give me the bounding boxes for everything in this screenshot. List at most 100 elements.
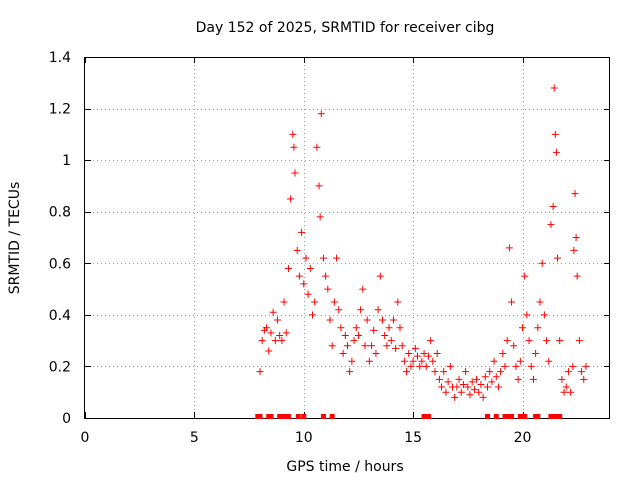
data-points <box>256 84 590 401</box>
data-point <box>304 290 312 298</box>
data-point <box>492 373 500 381</box>
data-point <box>424 352 432 360</box>
zero-value-point <box>301 414 307 419</box>
y-tick-label: 0.6 <box>49 256 71 272</box>
data-point <box>389 316 397 324</box>
data-point <box>540 311 548 319</box>
zero-value-point <box>295 414 301 419</box>
data-point <box>558 375 566 383</box>
zero-value-markers <box>255 414 563 419</box>
x-tick-label: 20 <box>514 430 532 446</box>
data-point <box>381 331 389 339</box>
data-point <box>523 311 531 319</box>
data-point <box>316 213 324 221</box>
data-point <box>315 182 323 190</box>
data-point <box>435 375 443 383</box>
data-point <box>357 306 365 314</box>
zero-value-point <box>268 414 274 419</box>
y-tick-label: 0.2 <box>49 359 71 375</box>
data-point <box>427 337 435 345</box>
data-point <box>499 350 507 358</box>
data-point <box>295 272 303 280</box>
data-point <box>575 337 583 345</box>
data-point <box>302 254 310 262</box>
y-axis-label: SRMTID / TECUs <box>7 182 23 295</box>
y-tick-label: 1.4 <box>49 50 71 66</box>
zero-value-point <box>522 414 528 419</box>
chart-title: Day 152 of 2025, SRMTID for receiver cib… <box>196 20 495 36</box>
data-point <box>551 130 559 138</box>
zero-value-point <box>557 414 563 419</box>
data-point <box>536 298 544 306</box>
data-point <box>359 285 367 293</box>
data-point <box>505 244 513 252</box>
data-point <box>455 375 463 383</box>
zero-value-point <box>425 414 431 419</box>
data-point <box>291 169 299 177</box>
data-point <box>289 130 297 138</box>
x-tick-label: 15 <box>404 430 422 446</box>
data-point <box>538 259 546 267</box>
data-point <box>372 350 380 358</box>
data-point <box>554 254 561 262</box>
data-point <box>488 378 496 386</box>
data-point <box>545 357 553 365</box>
data-point <box>400 357 408 365</box>
zero-value-point <box>257 414 263 419</box>
grid <box>85 57 610 418</box>
data-point <box>265 347 273 355</box>
data-point <box>573 272 581 280</box>
data-point <box>376 272 384 280</box>
data-point <box>580 375 588 383</box>
data-point <box>293 246 301 254</box>
x-axis-label: GPS time / hours <box>286 459 403 475</box>
data-point <box>287 195 295 203</box>
data-point <box>525 337 533 345</box>
data-point <box>354 331 362 339</box>
data-point <box>532 350 540 358</box>
data-point <box>280 298 288 306</box>
data-point <box>481 373 489 381</box>
zero-value-point <box>281 414 287 419</box>
data-point <box>385 324 393 332</box>
data-point <box>529 375 537 383</box>
data-point <box>473 375 481 383</box>
data-point <box>326 316 334 324</box>
data-point <box>462 368 470 376</box>
data-point <box>398 342 406 350</box>
zero-value-point <box>504 414 510 419</box>
data-point <box>572 234 580 241</box>
data-point <box>429 357 437 365</box>
data-point <box>512 362 520 370</box>
data-point <box>363 316 371 324</box>
data-point <box>394 298 402 306</box>
zero-value-point <box>509 414 515 419</box>
data-point <box>466 391 474 399</box>
data-point <box>407 362 415 370</box>
data-point <box>276 331 284 339</box>
data-point <box>477 380 485 388</box>
data-point <box>348 357 356 365</box>
data-point <box>352 324 360 332</box>
data-point <box>510 342 518 350</box>
data-point <box>290 143 298 151</box>
data-point <box>438 383 446 391</box>
data-point <box>416 362 424 370</box>
data-point <box>322 272 330 280</box>
y-tick-label: 1.2 <box>49 102 71 118</box>
data-point <box>484 383 491 391</box>
data-point <box>470 386 478 394</box>
x-tick-label: 10 <box>295 430 313 446</box>
data-point <box>418 357 426 365</box>
data-point <box>319 254 327 262</box>
data-point <box>564 368 572 376</box>
data-point <box>335 306 343 314</box>
data-point <box>503 337 511 345</box>
data-point <box>521 272 529 280</box>
data-point <box>501 362 509 370</box>
data-point <box>339 350 347 358</box>
zero-value-point <box>320 414 326 419</box>
data-point <box>368 342 376 350</box>
data-point <box>562 383 570 391</box>
data-point <box>324 285 332 293</box>
